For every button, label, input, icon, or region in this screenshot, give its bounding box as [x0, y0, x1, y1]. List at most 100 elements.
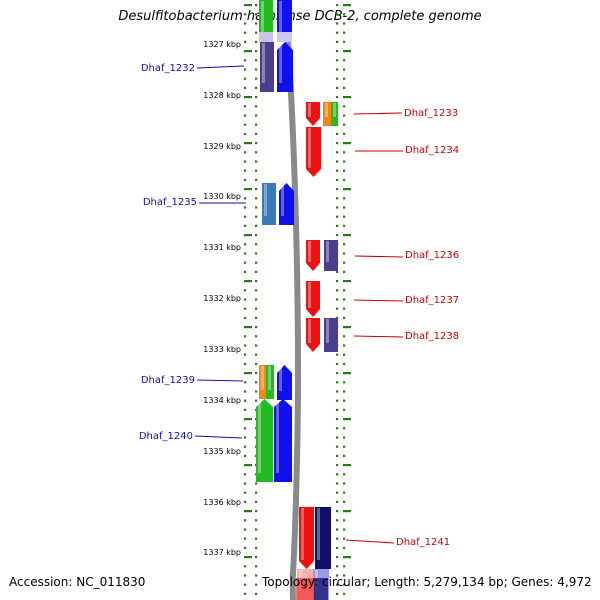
scale-tick	[255, 510, 258, 513]
scale-tick	[343, 31, 346, 34]
scale-tick	[255, 546, 258, 549]
scale-tick	[255, 335, 258, 338]
scale-tick	[336, 224, 339, 227]
scale-tick	[343, 556, 351, 559]
scale-tick	[343, 565, 346, 568]
scale-tick	[255, 4, 258, 7]
gene-dhaf-1234-highlight	[308, 128, 311, 168]
scale-tick	[244, 86, 247, 89]
gene-dhaf-1235-a-body	[262, 183, 276, 225]
gene-label-left: Dhaf_1235	[143, 197, 197, 208]
scale-tick	[343, 243, 346, 246]
gene-dhaf-1239-b-body	[266, 365, 274, 399]
gene-dhaf-1240-b	[274, 399, 292, 482]
gene-dhaf-1232-a-body	[260, 42, 274, 92]
scale-tick	[336, 454, 339, 457]
gene-dhaf-1233-c	[331, 102, 338, 126]
scale-tick	[336, 427, 339, 430]
scale-tick	[343, 454, 346, 457]
leader-line	[353, 335, 404, 338]
position-label: 1335 kbp	[203, 447, 241, 456]
gene-dhaf-1237-highlight	[308, 282, 311, 308]
scale-tick	[336, 537, 339, 540]
scale-tick	[336, 86, 339, 89]
gene-dhaf-1240-b-highlight	[276, 400, 279, 473]
scale-tick	[244, 362, 247, 365]
scale-tick	[255, 307, 258, 310]
scale-tick	[336, 556, 339, 559]
gene-label-right: Dhaf_1234	[405, 145, 459, 156]
gene-dhaf-1241-b	[315, 507, 331, 569]
gene-blue-top-body	[277, 0, 292, 42]
scale-tick	[343, 123, 346, 126]
scale-tick	[343, 335, 346, 338]
position-label: 1329 kbp	[203, 142, 241, 151]
scale-tick	[336, 473, 339, 476]
scale-tick	[343, 372, 351, 375]
scale-tick	[336, 289, 339, 292]
gene-dhaf-1240-a-body	[256, 399, 273, 482]
scale-tick	[343, 224, 346, 227]
scale-tick	[336, 464, 339, 467]
scale-tick	[255, 215, 258, 218]
scale-tick	[255, 169, 258, 172]
scale-tick	[244, 500, 247, 503]
scale-tick	[255, 353, 258, 356]
scale-tick	[244, 445, 247, 448]
scale-tick	[255, 280, 258, 283]
scale-tick	[336, 40, 339, 43]
gene-label-left: Dhaf_1239	[141, 375, 195, 386]
scale-tick	[244, 583, 247, 586]
scale-tick	[343, 142, 351, 145]
scale-tick	[336, 445, 339, 448]
scale-tick	[255, 68, 258, 71]
scale-tick	[336, 381, 339, 384]
gene-dhaf-1232-b	[277, 42, 293, 92]
scale-tick	[244, 40, 247, 43]
leader-line	[354, 255, 404, 258]
gene-dhaf-1240-b-body	[274, 399, 292, 482]
scale-tick	[343, 215, 346, 218]
scale-tick	[343, 436, 346, 439]
gene-dhaf-1238-b-body	[324, 318, 338, 352]
scale-tick	[343, 344, 346, 347]
scale-tick	[244, 418, 252, 421]
scale-tick	[343, 252, 346, 255]
position-label: 1332 kbp	[203, 294, 241, 303]
scale-tick	[343, 445, 346, 448]
gene-dhaf-1239-a	[259, 365, 267, 399]
scale-tick	[244, 197, 247, 200]
scale-tick	[244, 270, 247, 273]
scale-tick	[343, 546, 346, 549]
scale-tick	[255, 234, 258, 237]
scale-tick	[336, 574, 339, 577]
scale-tick	[255, 362, 258, 365]
gene-dhaf-1233-a-body	[306, 102, 320, 126]
scale-tick	[343, 381, 346, 384]
leader-line	[196, 65, 245, 69]
scale-tick	[336, 519, 339, 522]
scale-tick	[336, 546, 339, 549]
scale-tick	[255, 132, 258, 135]
gene-dhaf-1233-a-highlight	[308, 103, 311, 117]
gene-dhaf-1236-b	[324, 240, 338, 271]
leader-line	[194, 435, 243, 439]
scale-tick	[343, 353, 346, 356]
scale-tick	[244, 464, 252, 467]
scale-tick	[343, 316, 346, 319]
scale-tick	[244, 188, 252, 191]
scale-tick	[343, 40, 346, 43]
scale-tick	[255, 583, 258, 586]
scale-tick	[336, 13, 339, 16]
gene-dhaf-1239-c-body	[277, 365, 292, 400]
scale-tick	[255, 500, 258, 503]
gene-dhaf-1236-b-body	[324, 240, 338, 271]
scale-tick	[255, 399, 258, 402]
scale-tick	[255, 96, 258, 99]
scale-tick	[336, 169, 339, 172]
scale-tick	[336, 270, 339, 273]
scale-tick	[336, 31, 339, 34]
scale-tick	[336, 50, 339, 53]
